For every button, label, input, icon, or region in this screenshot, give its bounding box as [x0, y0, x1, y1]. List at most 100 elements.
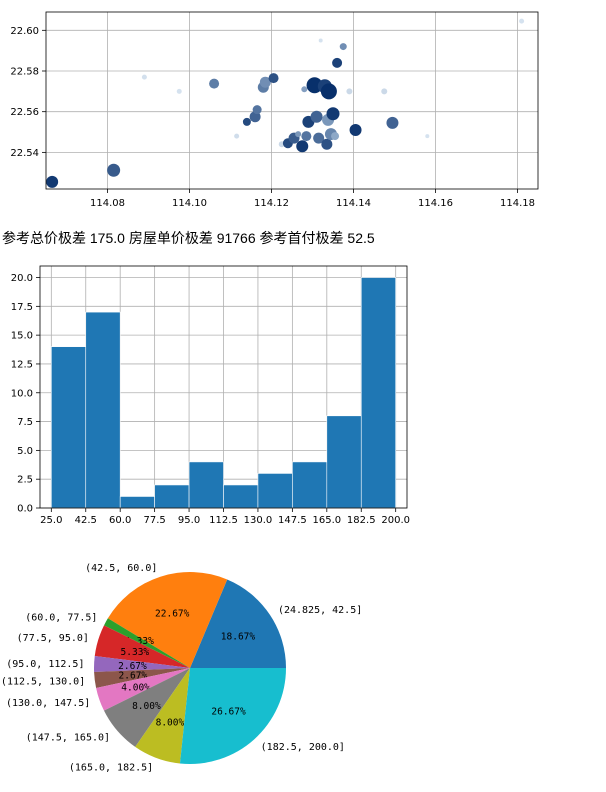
hist-bar	[257, 473, 293, 509]
scatter-point	[301, 86, 308, 93]
scatter-chart: 114.08 114.10 114.12 114.14 114.16 114.18 22.5…	[10, 11, 539, 209]
pie-percent-label: 4.00%	[121, 682, 150, 693]
hist-bar	[188, 461, 224, 509]
pie-percent-label: 2.67%	[119, 671, 148, 682]
scatter-point	[209, 78, 220, 89]
pie-category-label: (24.825, 42.5]	[278, 605, 362, 616]
scatter-point	[310, 110, 323, 123]
scatter-point	[141, 74, 147, 80]
pie-slice	[179, 668, 286, 764]
pie-category-label: (95.0, 112.5]	[6, 659, 84, 670]
scatter-point	[519, 18, 525, 24]
hist-bar	[326, 415, 362, 509]
scatter-y-tick-label: 22.58	[10, 67, 39, 78]
pie-percent-label: 5.33%	[121, 647, 150, 658]
hist-x-tick-label: 165.0	[312, 515, 341, 526]
scatter-point	[313, 132, 325, 144]
scatter-point	[349, 124, 362, 136]
scatter-y-tick-label: 22.56	[10, 107, 39, 118]
histogram-chart: 25.0 42.5 60.0 77.5 95.0 112.5 130.0 147.5 165.0…	[11, 265, 410, 526]
scatter-point	[296, 140, 309, 153]
scatter-point	[321, 138, 333, 150]
pie-percent-label: 2.67%	[118, 661, 147, 672]
scatter-point	[176, 88, 182, 94]
scatter-point	[252, 105, 262, 115]
hist-x-tick-label: 77.5	[143, 515, 165, 526]
pie-category-label: (130.0, 147.5]	[6, 698, 90, 709]
scatter-point	[46, 175, 59, 188]
pie-percent-label: 18.67%	[221, 632, 256, 643]
pie-category-label: (60.0, 77.5]	[25, 613, 97, 624]
hist-y-tick-label: 7.5	[17, 417, 33, 428]
pie-category-label: (112.5, 130.0]	[1, 677, 85, 688]
pie-slice	[94, 625, 190, 668]
scatter-point	[339, 43, 347, 51]
pie-category-label: (42.5, 60.0]	[85, 563, 157, 574]
scatter-point	[301, 131, 312, 142]
scatter-x-tick-label: 114.08	[90, 198, 125, 209]
hist-bar	[360, 277, 396, 509]
hist-x-tick-label: 147.5	[278, 515, 307, 526]
hist-y-tick-label: 2.5	[17, 475, 33, 486]
scatter-point	[381, 88, 388, 95]
scatter-point	[268, 73, 279, 84]
scatter-point	[331, 132, 340, 141]
pie-slice	[190, 579, 286, 668]
scatter-x-tick-label: 114.18	[500, 198, 535, 209]
hist-y-tick-label: 0.0	[17, 504, 33, 515]
scatter-point	[234, 133, 240, 139]
scatter-point	[320, 83, 337, 100]
scatter-y-tick-label: 22.60	[10, 26, 39, 37]
pie-category-label: (182.5, 200.0]	[261, 742, 345, 753]
scatter-point	[318, 38, 323, 43]
pie-percent-label: 8.00%	[132, 701, 161, 712]
pie-slice	[96, 668, 190, 711]
pie-slice	[94, 655, 190, 673]
scatter-point	[326, 107, 340, 121]
pie-percent-label: 22.67%	[155, 609, 190, 620]
hist-y-tick-label: 15.0	[11, 331, 33, 342]
hist-x-tick-label: 112.5	[209, 515, 238, 526]
pie-category-label: (165.0, 182.5]	[69, 762, 153, 773]
hist-bar	[154, 484, 190, 509]
scatter-point	[386, 116, 399, 129]
hist-bar	[292, 461, 328, 509]
pie-percent-label: 1.33%	[125, 636, 154, 647]
hist-y-tick-label: 12.5	[11, 359, 33, 370]
hist-plot-frame	[39, 265, 408, 509]
scatter-point	[242, 117, 251, 126]
hist-x-tick-label: 130.0	[244, 515, 273, 526]
hist-x-tick-label: 200.0	[381, 515, 410, 526]
hist-bar	[119, 496, 155, 509]
hist-x-tick-label: 182.5	[347, 515, 376, 526]
scatter-x-tick-label: 114.12	[254, 198, 289, 209]
range-stats-text: 参考总价极差 175.0 房屋单价极差 91766 参考首付极差 52.5	[2, 230, 375, 246]
hist-x-tick-label: 60.0	[109, 515, 131, 526]
hist-y-tick-label: 20.0	[11, 273, 33, 284]
hist-y-tick-label: 17.5	[11, 302, 33, 313]
hist-bar	[85, 311, 121, 509]
scatter-point	[425, 134, 430, 139]
scatter-point	[259, 76, 271, 88]
pie-percent-label: 8.00%	[156, 717, 185, 728]
scatter-x-tick-label: 114.14	[336, 198, 371, 209]
scatter-point	[295, 131, 302, 138]
hist-y-tick-label: 10.0	[11, 388, 33, 399]
pie-slice	[94, 668, 190, 688]
hist-x-tick-label: 42.5	[75, 515, 97, 526]
hist-x-tick-label: 95.0	[178, 515, 200, 526]
scatter-point	[346, 88, 353, 95]
hist-bar	[51, 346, 87, 509]
hist-bar	[223, 484, 259, 509]
pie-slice	[104, 668, 190, 747]
scatter-plot-frame	[45, 11, 539, 190]
pie-slice	[135, 668, 190, 764]
hist-y-tick-label: 5.0	[17, 446, 33, 457]
scatter-x-tick-label: 114.10	[172, 198, 207, 209]
pie-slice	[104, 618, 190, 668]
pie-slice	[107, 572, 228, 668]
pie-percent-label: 26.67%	[211, 706, 246, 717]
scatter-point	[332, 57, 343, 68]
pie-chart: 18.67% (24.825, 42.5] 22.67% (42.5, 60.0] 1.…	[1, 563, 362, 773]
pie-category-label: (77.5, 95.0]	[17, 633, 89, 644]
